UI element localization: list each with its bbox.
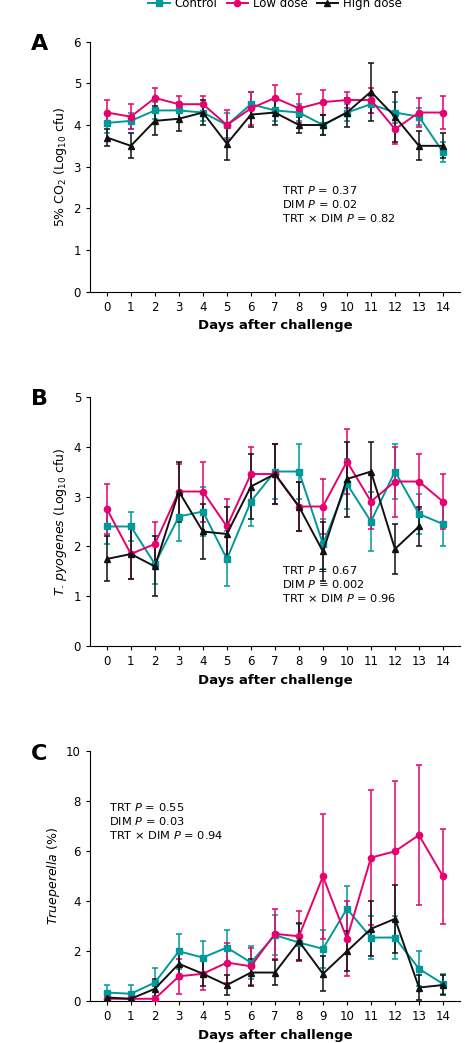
Y-axis label: 5% CO$_2$ (Log$_{10}$ cfu): 5% CO$_2$ (Log$_{10}$ cfu) <box>52 106 69 227</box>
X-axis label: Days after challenge: Days after challenge <box>198 674 352 687</box>
Y-axis label: $Trueperella$ (%): $Trueperella$ (%) <box>45 827 62 925</box>
X-axis label: Days after challenge: Days after challenge <box>198 319 352 332</box>
Legend: Control, Low dose, High dose: Control, Low dose, High dose <box>144 0 406 15</box>
Text: B: B <box>31 389 48 409</box>
Text: TRT $P$ = 0.37
DIM $P$ = 0.02
TRT × DIM $P$ = 0.82: TRT $P$ = 0.37 DIM $P$ = 0.02 TRT × DIM … <box>283 185 396 224</box>
Text: TRT $P$ = 0.67
DIM $P$ = 0.002
TRT × DIM $P$ = 0.96: TRT $P$ = 0.67 DIM $P$ = 0.002 TRT × DIM… <box>283 564 397 604</box>
Text: TRT $P$ = 0.55
DIM $P$ = 0.03
TRT × DIM $P$ = 0.94: TRT $P$ = 0.55 DIM $P$ = 0.03 TRT × DIM … <box>109 801 223 842</box>
X-axis label: Days after challenge: Days after challenge <box>198 1028 352 1042</box>
Text: C: C <box>31 744 47 763</box>
Y-axis label: $T$. $pyogenes$ (Log$_{10}$ cfu): $T$. $pyogenes$ (Log$_{10}$ cfu) <box>52 447 69 596</box>
Text: A: A <box>31 34 48 54</box>
